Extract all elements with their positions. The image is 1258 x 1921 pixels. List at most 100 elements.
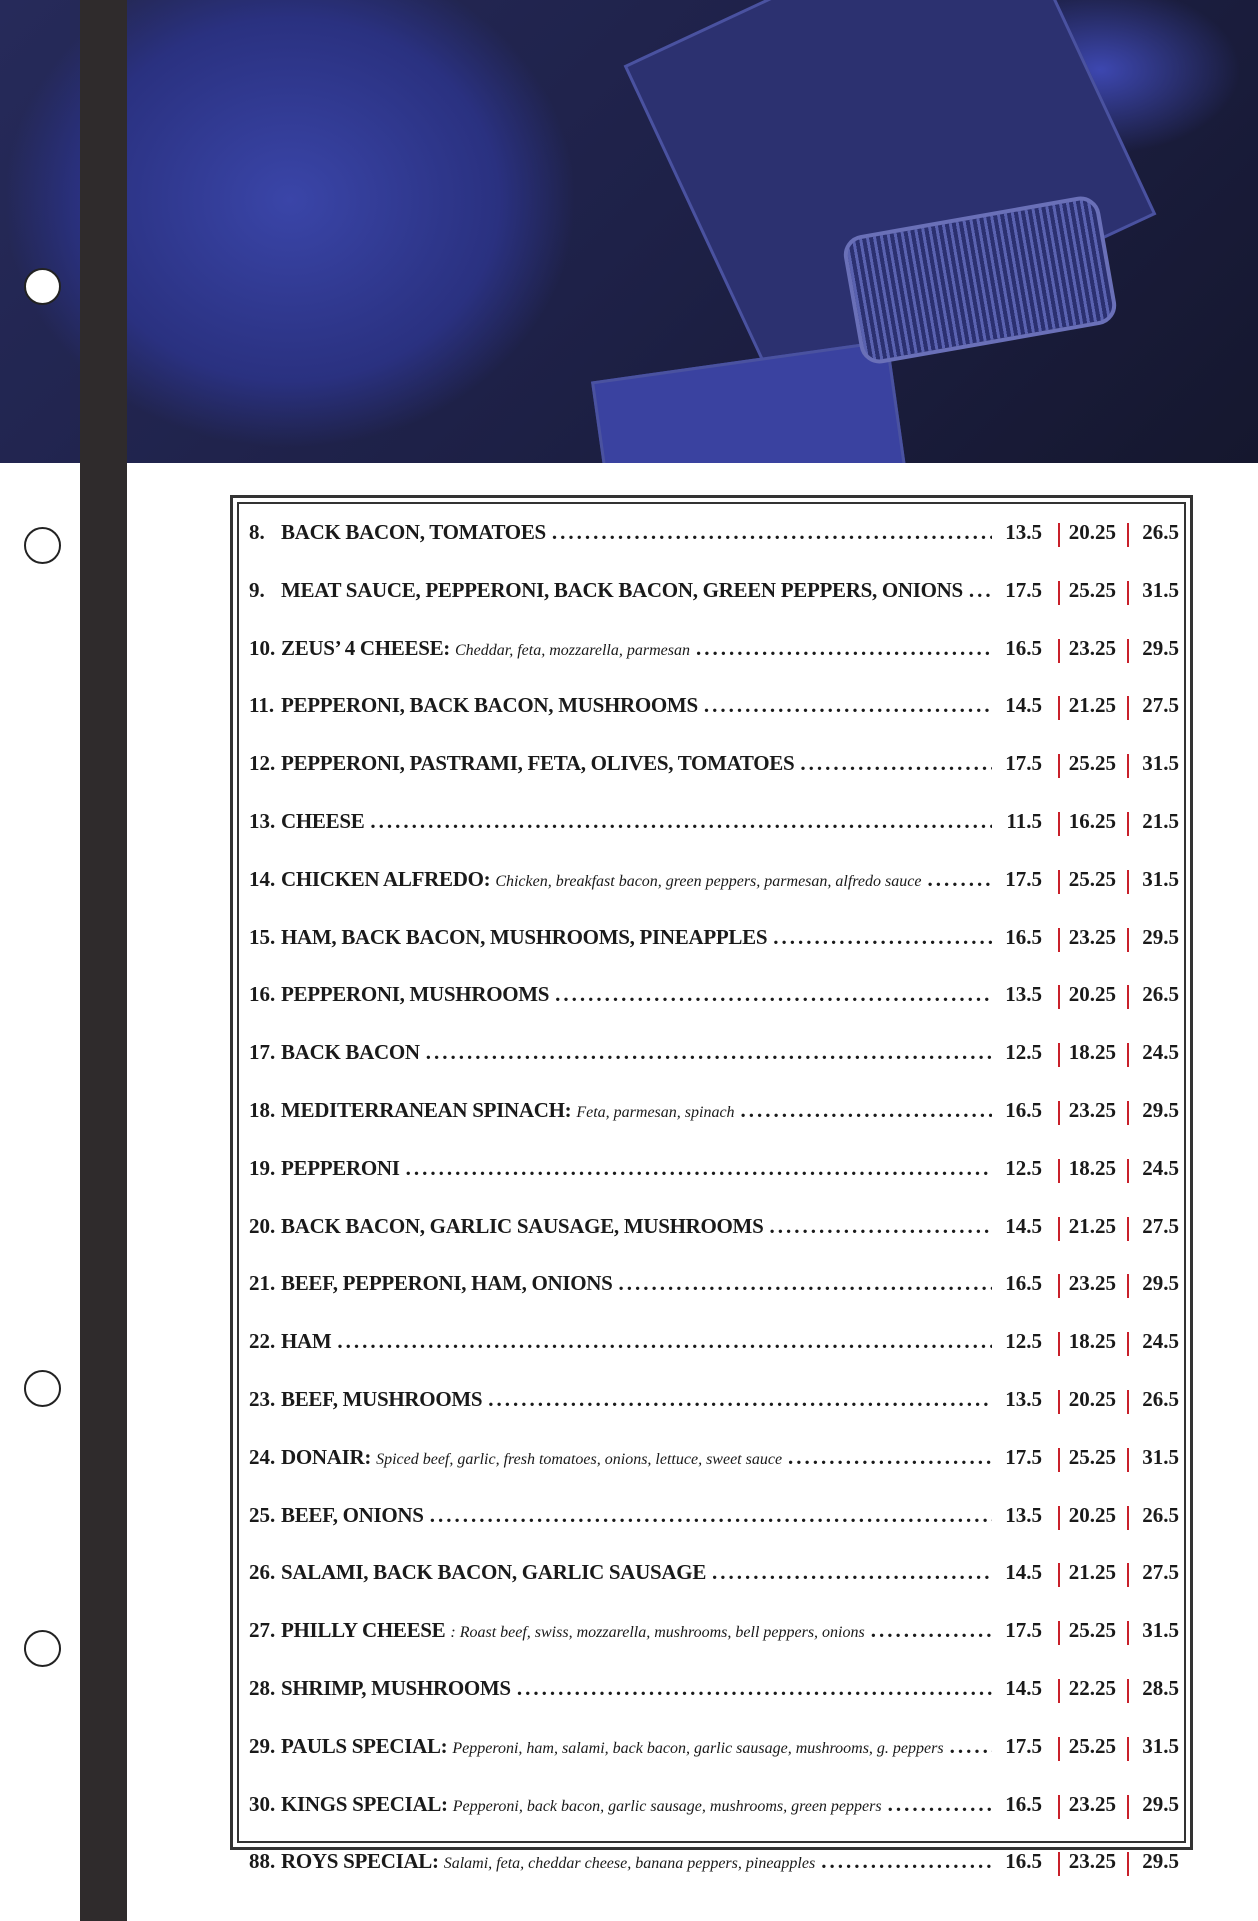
- price-separator: [1058, 1101, 1060, 1125]
- item-name: BACK BACON, GARLIC SAUSAGE, MUSHROOMS: [281, 1213, 764, 1238]
- dot-leader: [741, 1098, 992, 1123]
- price-small: 13.5: [1005, 982, 1042, 1007]
- price-medium: 25.25: [1068, 577, 1116, 602]
- menu-item: 18. MEDITERRANEAN SPINACH: Feta, parmesa…: [249, 1098, 1179, 1128]
- item-name: HAM, BACK BACON, MUSHROOMS, PINEAPPLES: [281, 924, 768, 949]
- price-separator: [1127, 1852, 1129, 1877]
- item-name: BACK BACON, TOMATOES: [281, 520, 546, 544]
- price-small: 16.5: [1005, 1271, 1042, 1296]
- dot-leader: [788, 1445, 992, 1470]
- menu-item-label: 19. PEPPERONI: [249, 1156, 992, 1181]
- price-medium: 25.25: [1068, 1444, 1116, 1469]
- price-medium: 23.25: [1068, 1098, 1116, 1122]
- price-large: 29.5: [1142, 1791, 1179, 1816]
- price-medium: 23.25: [1068, 1791, 1116, 1816]
- item-number: 12.: [249, 751, 276, 776]
- price-separator: [1127, 1679, 1129, 1703]
- price-medium: 25.25: [1068, 1733, 1116, 1758]
- price-separator: [1127, 523, 1129, 547]
- item-number: 28.: [249, 1676, 276, 1700]
- price-large: 21.5: [1142, 809, 1179, 833]
- price-small: 17.5: [1005, 751, 1042, 776]
- menu-item-label: 29. PAULS SPECIAL: Pepperoni, ham, salam…: [249, 1734, 992, 1759]
- price-separator: [1058, 1794, 1060, 1819]
- item-number: 14.: [249, 866, 276, 891]
- price-large: 27.5: [1142, 693, 1179, 718]
- price-separator: [1058, 1447, 1060, 1472]
- price-medium: 21.25: [1068, 1213, 1116, 1238]
- menu-item: 15. HAM, BACK BACON, MUSHROOMS, PINEAPPL…: [249, 925, 1179, 955]
- price-large: 26.5: [1142, 982, 1179, 1007]
- menu-item-label: 18. MEDITERRANEAN SPINACH: Feta, parmesa…: [249, 1098, 992, 1123]
- menu-item-label: 23. BEEF, MUSHROOMS: [249, 1387, 992, 1412]
- item-description: Salami, feta, cheddar cheese, banana pep…: [443, 1855, 816, 1873]
- item-description: : Roast beef, swiss, mozzarella, mushroo…: [450, 1624, 865, 1642]
- price-separator: [1058, 1332, 1060, 1357]
- price-separator: [1127, 869, 1129, 894]
- price-medium: 22.25: [1068, 1676, 1116, 1700]
- price-separator: [1127, 1158, 1129, 1183]
- price-small: 12.5: [1005, 1040, 1042, 1065]
- price-large: 26.5: [1142, 1502, 1179, 1527]
- item-number: 9.: [249, 577, 265, 602]
- price-separator: [1127, 1447, 1129, 1472]
- binder-hole: [24, 1630, 61, 1667]
- price-small: 17.5: [1005, 1618, 1042, 1643]
- price-separator: [1058, 1216, 1060, 1241]
- menu-item: 9. MEAT SAUCE, PEPPERONI, BACK BACON, GR…: [249, 578, 1179, 608]
- price-separator: [1127, 1390, 1129, 1414]
- price-small: 12.5: [1005, 1155, 1042, 1180]
- dot-leader: [773, 925, 992, 950]
- binder-hole: [24, 1370, 61, 1407]
- price-medium: 21.25: [1068, 1560, 1116, 1585]
- menu-item: 28. SHRIMP, MUSHROOMS 14.5 22.25 28.5: [249, 1676, 1179, 1706]
- price-medium: 25.25: [1068, 1618, 1116, 1643]
- item-number: 15.: [249, 924, 276, 949]
- menu-item-label: 11. PEPPERONI, BACK BACON, MUSHROOMS: [249, 693, 992, 718]
- menu-item: 11. PEPPERONI, BACK BACON, MUSHROOMS 14.…: [249, 693, 1179, 723]
- price-separator: [1127, 1332, 1129, 1357]
- menu-item-label: 16. PEPPERONI, MUSHROOMS: [249, 982, 992, 1007]
- menu-item-label: 13. CHEESE: [249, 809, 992, 834]
- item-number: 19.: [249, 1155, 276, 1180]
- item-name: PAULS SPECIAL:: [281, 1733, 448, 1758]
- item-number: 22.: [249, 1329, 276, 1354]
- price-separator: [1058, 927, 1060, 952]
- item-name: CHICKEN ALFREDO:: [281, 866, 491, 891]
- menu-item: 12. PEPPERONI, PASTRAMI, FETA, OLIVES, T…: [249, 751, 1179, 781]
- price-small: 17.5: [1005, 577, 1042, 602]
- menu-item-label: 14. CHICKEN ALFREDO: Chicken, breakfast …: [249, 867, 992, 892]
- menu-item: 22. HAM 12.5 18.25 24.5: [249, 1329, 1179, 1359]
- item-number: 30.: [249, 1791, 276, 1816]
- item-number: 10.: [249, 635, 276, 660]
- dot-leader: [552, 520, 992, 545]
- menu-item-label: 26. SALAMI, BACK BACON, GARLIC SAUSAGE: [249, 1560, 992, 1585]
- menu-item-label: 20. BACK BACON, GARLIC SAUSAGE, MUSHROOM…: [249, 1214, 992, 1239]
- item-name: BEEF, PEPPERONI, HAM, ONIONS: [281, 1271, 613, 1296]
- price-small: 13.5: [1005, 520, 1042, 544]
- price-medium: 21.25: [1068, 693, 1116, 718]
- price-separator: [1058, 985, 1060, 1010]
- price-separator: [1127, 1043, 1129, 1068]
- dot-leader: [406, 1156, 992, 1181]
- price-large: 24.5: [1142, 1329, 1179, 1354]
- dot-leader: [712, 1560, 992, 1585]
- dot-leader: [555, 982, 992, 1007]
- dot-leader: [888, 1792, 992, 1817]
- item-number: 27.: [249, 1618, 276, 1643]
- price-large: 26.5: [1142, 520, 1179, 544]
- menu-item-label: 12. PEPPERONI, PASTRAMI, FETA, OLIVES, T…: [249, 751, 992, 776]
- menu-item-label: 8. BACK BACON, TOMATOES: [249, 520, 992, 545]
- price-small: 17.5: [1005, 866, 1042, 891]
- menu-item: 30. KINGS SPECIAL: Pepperoni, back bacon…: [249, 1792, 1179, 1822]
- menu-list-frame: [230, 495, 1193, 1850]
- price-large: 29.5: [1142, 1098, 1179, 1122]
- menu-item: 88. ROYS SPECIAL: Salami, feta, cheddar …: [249, 1849, 1179, 1879]
- price-medium: 20.25: [1068, 1502, 1116, 1527]
- price-separator: [1127, 1101, 1129, 1125]
- item-number: 21.: [249, 1271, 276, 1296]
- item-name: BEEF, MUSHROOMS: [281, 1387, 483, 1411]
- dot-leader: [426, 1040, 992, 1065]
- menu-item: 21. BEEF, PEPPERONI, HAM, ONIONS 16.5 23…: [249, 1271, 1179, 1301]
- item-name: ZEUS’ 4 CHEESE:: [281, 635, 450, 660]
